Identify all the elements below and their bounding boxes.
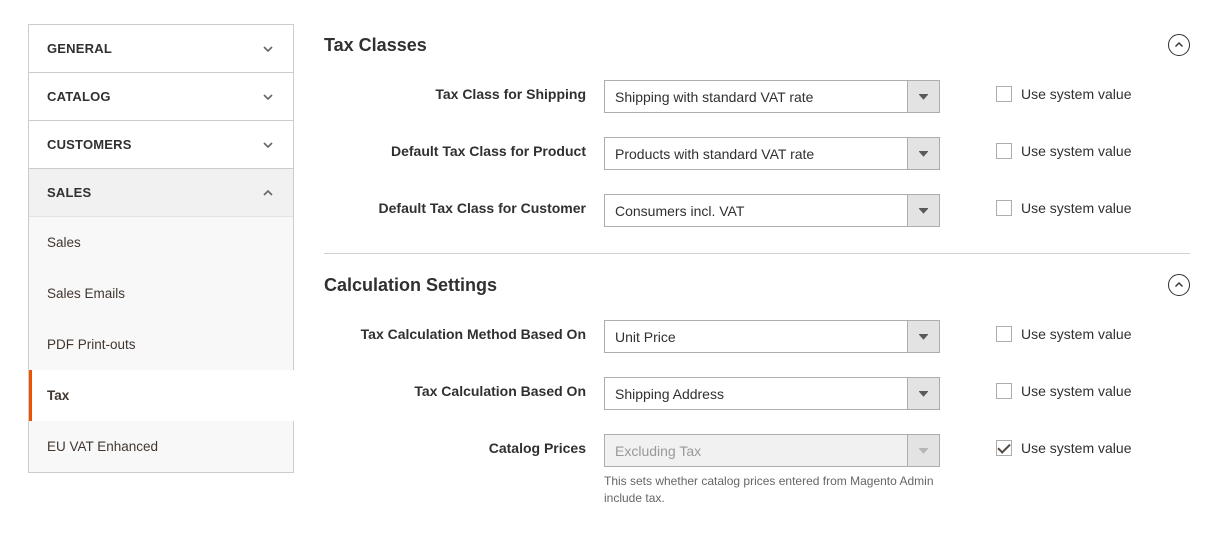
field-label: Tax Calculation Based On bbox=[324, 377, 604, 399]
use-system-checkbox[interactable] bbox=[996, 326, 1012, 342]
dropdown-icon bbox=[907, 194, 940, 227]
use-system-checkbox[interactable] bbox=[996, 86, 1012, 102]
select-value: Unit Price bbox=[604, 320, 907, 353]
use-system-wrap: Use system value bbox=[940, 434, 1131, 456]
sidebar-item-tax[interactable]: Tax bbox=[29, 370, 294, 421]
dropdown-icon bbox=[907, 137, 940, 170]
field-label: Tax Calculation Method Based On bbox=[324, 320, 604, 342]
select-value: Shipping with standard VAT rate bbox=[604, 80, 907, 113]
select-value: Products with standard VAT rate bbox=[604, 137, 907, 170]
sidebar-item-label: Sales bbox=[47, 235, 81, 250]
select-tax-calc-method[interactable]: Unit Price bbox=[604, 320, 940, 353]
dropdown-icon bbox=[907, 80, 940, 113]
config-sidebar: GENERAL CATALOG CUSTOMERS bbox=[28, 24, 294, 534]
use-system-wrap: Use system value bbox=[940, 320, 1131, 342]
section-title: Calculation Settings bbox=[324, 275, 497, 296]
use-system-checkbox[interactable] bbox=[996, 200, 1012, 216]
select-tax-calc-based-on[interactable]: Shipping Address bbox=[604, 377, 940, 410]
select-default-tax-class-customer[interactable]: Consumers incl. VAT bbox=[604, 194, 940, 227]
section-head-tax-classes[interactable]: Tax Classes bbox=[324, 24, 1190, 80]
use-system-label[interactable]: Use system value bbox=[1021, 383, 1131, 399]
select-value: Excluding Tax bbox=[604, 434, 907, 467]
select-default-tax-class-product[interactable]: Products with standard VAT rate bbox=[604, 137, 940, 170]
field-control: Shipping with standard VAT rate bbox=[604, 80, 940, 113]
field-default-tax-class-product: Default Tax Class for Product Products w… bbox=[324, 137, 1190, 170]
dropdown-icon bbox=[907, 434, 940, 467]
chevron-down-icon bbox=[261, 90, 275, 104]
nav-head-sales[interactable]: SALES bbox=[29, 169, 293, 216]
use-system-label[interactable]: Use system value bbox=[1021, 200, 1131, 216]
collapse-icon bbox=[1168, 34, 1190, 56]
sidebar-item-label: Tax bbox=[47, 388, 69, 403]
use-system-checkbox[interactable] bbox=[996, 383, 1012, 399]
sidebar-item-sales[interactable]: Sales bbox=[29, 217, 293, 268]
field-label: Tax Class for Shipping bbox=[324, 80, 604, 102]
field-label: Default Tax Class for Product bbox=[324, 137, 604, 159]
dropdown-icon bbox=[907, 377, 940, 410]
section-calculation-settings: Calculation Settings Tax Calculation Met… bbox=[324, 264, 1190, 534]
dropdown-icon bbox=[907, 320, 940, 353]
chevron-up-icon bbox=[261, 186, 275, 200]
nav-sub-sales: Sales Sales Emails PDF Print-outs Tax EU… bbox=[29, 216, 293, 472]
nav-head-catalog[interactable]: CATALOG bbox=[29, 73, 293, 120]
section-title: Tax Classes bbox=[324, 35, 427, 56]
collapse-icon bbox=[1168, 274, 1190, 296]
use-system-label[interactable]: Use system value bbox=[1021, 86, 1131, 102]
use-system-checkbox[interactable] bbox=[996, 440, 1012, 456]
field-default-tax-class-customer: Default Tax Class for Customer Consumers… bbox=[324, 194, 1190, 227]
field-tax-calc-method: Tax Calculation Method Based On Unit Pri… bbox=[324, 320, 1190, 353]
use-system-checkbox[interactable] bbox=[996, 143, 1012, 159]
sidebar-item-pdf-printouts[interactable]: PDF Print-outs bbox=[29, 319, 293, 370]
nav-head-general[interactable]: GENERAL bbox=[29, 25, 293, 72]
nav-head-label: CATALOG bbox=[47, 89, 111, 104]
field-control: Unit Price bbox=[604, 320, 940, 353]
nav-head-customers[interactable]: CUSTOMERS bbox=[29, 121, 293, 168]
nav-group-general: GENERAL bbox=[28, 24, 294, 73]
nav-head-label: CUSTOMERS bbox=[47, 137, 132, 152]
use-system-wrap: Use system value bbox=[940, 137, 1131, 159]
field-tax-class-shipping: Tax Class for Shipping Shipping with sta… bbox=[324, 80, 1190, 113]
sidebar-item-label: Sales Emails bbox=[47, 286, 125, 301]
field-catalog-prices: Catalog Prices Excluding Tax This sets w… bbox=[324, 434, 1190, 508]
section-head-calculation-settings[interactable]: Calculation Settings bbox=[324, 264, 1190, 320]
sidebar-item-label: PDF Print-outs bbox=[47, 337, 136, 352]
chevron-down-icon bbox=[261, 42, 275, 56]
field-control: Consumers incl. VAT bbox=[604, 194, 940, 227]
field-label: Default Tax Class for Customer bbox=[324, 194, 604, 216]
select-tax-class-shipping[interactable]: Shipping with standard VAT rate bbox=[604, 80, 940, 113]
use-system-label[interactable]: Use system value bbox=[1021, 326, 1131, 342]
field-control: Products with standard VAT rate bbox=[604, 137, 940, 170]
field-control: Excluding Tax This sets whether catalog … bbox=[604, 434, 940, 508]
nav-group-customers: CUSTOMERS bbox=[28, 120, 294, 169]
config-main: Tax Classes Tax Class for Shipping Shipp… bbox=[324, 24, 1190, 534]
select-value: Consumers incl. VAT bbox=[604, 194, 907, 227]
nav-head-label: GENERAL bbox=[47, 41, 112, 56]
chevron-down-icon bbox=[261, 138, 275, 152]
use-system-wrap: Use system value bbox=[940, 377, 1131, 399]
select-value: Shipping Address bbox=[604, 377, 907, 410]
nav-group-sales: SALES Sales Sales Emails PDF Print-outs … bbox=[28, 168, 294, 473]
use-system-wrap: Use system value bbox=[940, 80, 1131, 102]
sidebar-item-label: EU VAT Enhanced bbox=[47, 439, 158, 454]
section-tax-classes: Tax Classes Tax Class for Shipping Shipp… bbox=[324, 24, 1190, 254]
use-system-label[interactable]: Use system value bbox=[1021, 440, 1131, 456]
select-catalog-prices: Excluding Tax bbox=[604, 434, 940, 467]
field-label: Catalog Prices bbox=[324, 434, 604, 456]
sidebar-item-sales-emails[interactable]: Sales Emails bbox=[29, 268, 293, 319]
field-help: This sets whether catalog prices entered… bbox=[604, 473, 940, 508]
field-control: Shipping Address bbox=[604, 377, 940, 410]
use-system-label[interactable]: Use system value bbox=[1021, 143, 1131, 159]
nav-head-label: SALES bbox=[47, 185, 91, 200]
use-system-wrap: Use system value bbox=[940, 194, 1131, 216]
nav-group-catalog: CATALOG bbox=[28, 72, 294, 121]
field-tax-calc-based-on: Tax Calculation Based On Shipping Addres… bbox=[324, 377, 1190, 410]
sidebar-item-eu-vat-enhanced[interactable]: EU VAT Enhanced bbox=[29, 421, 293, 472]
